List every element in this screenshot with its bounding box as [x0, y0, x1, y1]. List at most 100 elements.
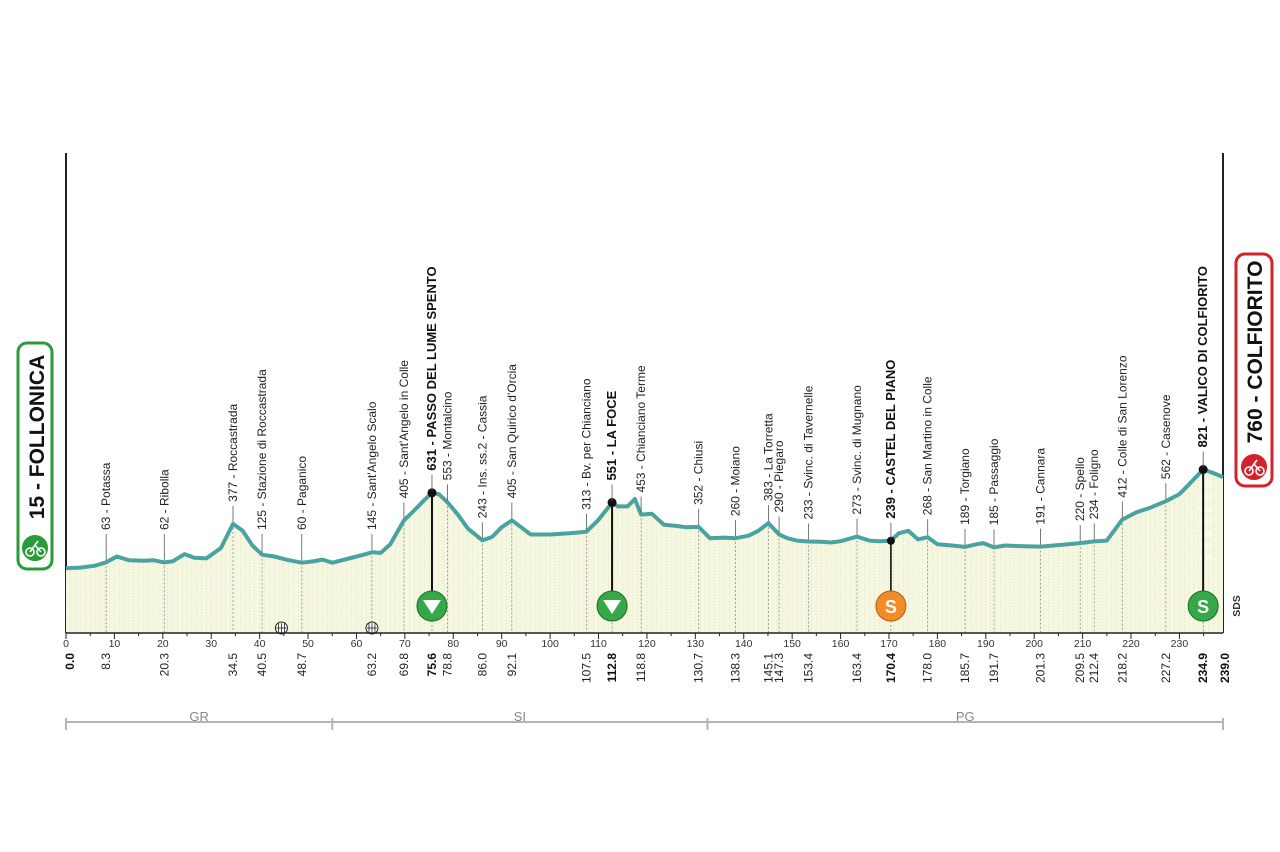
waypoint-km-label: 178.0 — [921, 653, 935, 683]
gpm-sds-icon: S — [1197, 597, 1209, 617]
waypoint-label: 145 - Sant'Angelo Scalo — [365, 401, 379, 530]
altitude-scale-label: 400 — [1198, 516, 1212, 526]
summit-dot — [1198, 465, 1208, 475]
finish-cyclist-icon — [1239, 452, 1269, 482]
altitude-scale-label: 200 — [1198, 541, 1212, 551]
waypoint-km-label: 147.3 — [772, 653, 786, 683]
waypoint-label: 290 - Piegaro — [772, 440, 786, 512]
sds-label: SDS — [1231, 595, 1243, 617]
waypoint-km-label: 212.4 — [1087, 653, 1101, 683]
km-tick-label: 120 — [638, 638, 656, 650]
waypoint-label: 239 - CASTEL DEL PIANO — [883, 360, 898, 519]
km-tick-label: 180 — [929, 638, 947, 650]
waypoint-km-label: 170.4 — [884, 653, 898, 683]
start-cyclist-icon — [20, 533, 50, 563]
summit-dot — [607, 498, 617, 508]
finish-badge-box — [1234, 252, 1274, 488]
km-tick-label: 220 — [1122, 638, 1140, 650]
waypoint-km-label: 86.0 — [475, 653, 489, 677]
waypoint-km-label: 234.9 — [1196, 653, 1210, 683]
waypoint-label: 562 - Casenove — [1159, 394, 1173, 479]
waypoint-label: 243 - Ins. ss.2 - Cassia — [475, 395, 489, 518]
km-tick-label: 80 — [447, 638, 459, 650]
waypoint-km-label: 48.7 — [295, 653, 309, 677]
waypoint-label: 62 - Ribolla — [157, 469, 171, 530]
altitude-scale-label: 500 — [1198, 504, 1212, 514]
waypoint-km-label: 185.7 — [958, 653, 972, 683]
km-tick-label: 130 — [687, 638, 705, 650]
km-tick-label: 140 — [735, 638, 753, 650]
sprint-icon-letter: S — [885, 597, 897, 617]
waypoint-label: 553 - Montalcino — [440, 391, 454, 480]
start-label: 15 - FOLLONICA — [26, 355, 49, 520]
region-label: GR — [189, 709, 209, 724]
waypoint-km-label: 153.4 — [802, 653, 816, 683]
waypoint-label: 313 - Bv. per Chianciano — [579, 378, 593, 510]
waypoint-label: 631 - PASSO DEL LUME SPENTO — [424, 266, 439, 470]
waypoint-km-label: 145.1 — [761, 653, 775, 683]
waypoint-label: 260 - Moiano — [729, 446, 743, 516]
waypoint-km-label: 201.3 — [1033, 653, 1047, 683]
waypoint-km-label: 209.5 — [1073, 653, 1087, 683]
waypoint-km-label: 75.6 — [425, 653, 439, 677]
waypoint-label: 377 - Roccastrada — [226, 403, 240, 501]
altitude-scale-label: 100 — [1198, 553, 1212, 563]
sprint-icon — [875, 590, 907, 622]
waypoint-label: 405 - San Quirico d'Orcia — [505, 364, 519, 499]
region-label: PG — [956, 709, 975, 724]
waypoint-km-label: 218.2 — [1115, 653, 1129, 683]
waypoint-km-label: 163.4 — [850, 653, 864, 683]
gpm-climb-icon — [1187, 590, 1219, 622]
waypoint-km-label: 239.0 — [1218, 653, 1232, 683]
waypoint-km-label: 78.8 — [440, 653, 454, 677]
sprint-dot — [886, 536, 895, 545]
waypoint-km-label: 112.8 — [605, 653, 619, 683]
km-tick-label: 50 — [302, 638, 314, 650]
profile-line — [65, 467, 1224, 571]
waypoint-label: 63 - Potassa — [99, 462, 113, 530]
km-tick-label: 20 — [157, 638, 169, 650]
finish-badge: 760 - COLFIORITO — [1234, 252, 1274, 488]
altitude-scale-label: 600 — [1198, 492, 1212, 502]
waypoint-km-label: 40.5 — [255, 653, 269, 677]
km-tick-label: 70 — [399, 638, 411, 650]
gpm-triangle-icon — [422, 600, 441, 614]
start-badge-box — [16, 341, 54, 571]
waypoint-km-label: 118.8 — [634, 653, 648, 682]
waypoint-km-label: 0.0 — [63, 653, 77, 670]
km-tick-label: 10 — [109, 638, 121, 650]
waypoint-km-label: 107.5 — [579, 653, 593, 683]
km-tick-label: 210 — [1074, 638, 1092, 650]
waypoint-label: 821 - VALICO DI COLFIORITO — [1195, 266, 1210, 448]
waypoint-km-label: 8.3 — [99, 653, 113, 670]
km-tick-label: 150 — [783, 638, 801, 650]
waypoint-km-label: 191.7 — [987, 653, 1001, 683]
waypoint-km-label: 227.2 — [1159, 653, 1173, 683]
waypoint-km-label: 34.5 — [226, 653, 240, 677]
waypoint-label: 352 - Chiusi — [692, 441, 706, 505]
region-label: SI — [514, 709, 526, 724]
waypoint-label: 273 - Svinc. di Mugnano — [850, 385, 864, 515]
km-tick-label: 200 — [1025, 638, 1043, 650]
waypoint-label: 268 - San Martino in Colle — [921, 376, 935, 515]
altitude-scale-label: 700 — [1198, 479, 1212, 489]
waypoint-label: 551 - LA FOCE — [604, 390, 619, 480]
km-tick-label: 60 — [351, 638, 363, 650]
waypoint-label: 189 - Torgiano — [958, 448, 972, 525]
waypoint-km-label: 63.2 — [365, 653, 379, 677]
waypoint-label: 453 - Chianciano Terme — [634, 365, 648, 493]
km-tick-label: 100 — [541, 638, 559, 650]
waypoint-label: 185 - Passaggio — [987, 438, 1001, 525]
waypoint-km-label: 138.3 — [729, 653, 743, 683]
waypoint-label: 405 - Sant'Angelo in Colle — [397, 360, 411, 499]
profile-area-fill — [66, 469, 1223, 633]
waypoint-label: 220 - Spello — [1073, 457, 1087, 521]
waypoint-label: 191 - Cannara — [1033, 448, 1047, 525]
waypoint-km-label: 20.3 — [157, 653, 171, 677]
km-tick-label: 40 — [254, 638, 266, 650]
km-tick-label: 230 — [1171, 638, 1189, 650]
km-tick-label: 0 — [63, 638, 69, 650]
waypoint-km-label: 130.7 — [692, 653, 706, 683]
waypoint-label: 383 - La Torretta — [761, 413, 775, 501]
